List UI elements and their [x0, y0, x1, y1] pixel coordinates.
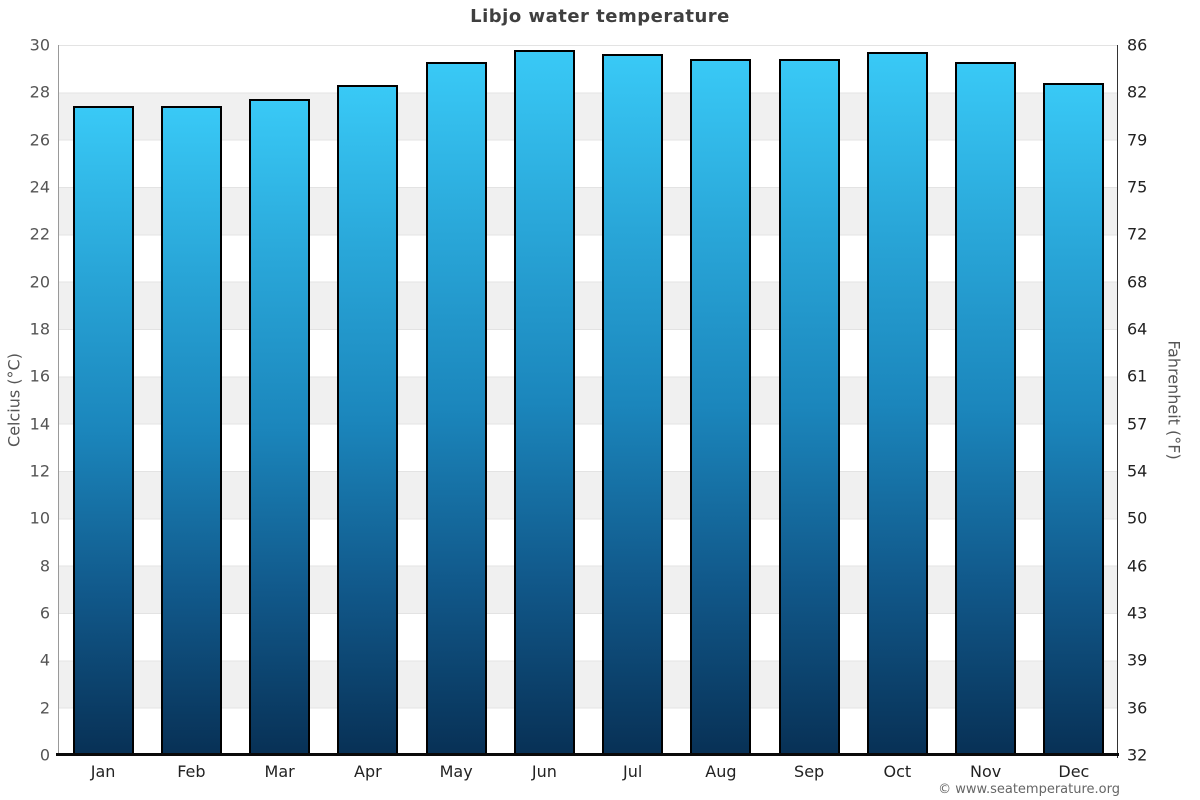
ytick-c-24: 24 — [29, 177, 50, 197]
y-axis-line-left — [58, 45, 59, 755]
ytick-f-75: 75 — [1127, 177, 1148, 197]
bar-oct — [866, 52, 928, 753]
bar-jan — [72, 106, 134, 753]
ytick-f-54: 54 — [1127, 461, 1148, 481]
y-axis-title-celsius: Celcius (°C) — [4, 353, 24, 447]
ytick-c-28: 28 — [29, 82, 50, 102]
ytick-c-18: 18 — [29, 319, 50, 339]
month-label-jul: Jul — [622, 762, 643, 781]
ytick-c-2: 2 — [39, 698, 50, 718]
bar-slot-apr — [324, 45, 412, 753]
ytick-f-68: 68 — [1127, 272, 1148, 292]
x-axis-month-labels: Jan Feb Mar Apr May Jun Jul Aug Sep Oct Nov Dec — [59, 759, 1118, 785]
bar-may — [425, 61, 487, 753]
month-label-jun: Jun — [531, 762, 557, 781]
bar-aug — [690, 59, 752, 753]
ytick-f-79: 79 — [1127, 130, 1148, 150]
ytick-c-22: 22 — [29, 224, 50, 244]
month-label-jan: Jan — [90, 762, 116, 781]
ytick-f-32: 32 — [1127, 745, 1148, 765]
bar-slot-nov — [942, 45, 1030, 753]
bar-jul — [602, 54, 664, 753]
ytick-c-10: 10 — [29, 508, 50, 528]
ytick-c-4: 4 — [39, 650, 50, 670]
ytick-f-72: 72 — [1127, 224, 1148, 244]
month-label-dec: Dec — [1058, 762, 1090, 781]
chart-title: Libjo water temperature — [470, 6, 730, 27]
ytick-c-26: 26 — [29, 130, 50, 150]
month-label-mar: Mar — [264, 762, 295, 781]
bar-mar — [249, 99, 311, 753]
bar-slot-oct — [853, 45, 941, 753]
ytick-c-16: 16 — [29, 366, 50, 386]
y-axis-ticks-celsius: 30 28 26 24 22 20 18 16 14 12 10 8 6 4 2 0 — [0, 36, 50, 765]
bar-apr — [337, 85, 399, 753]
ytick-c-8: 8 — [39, 556, 50, 576]
month-label-aug: Aug — [705, 762, 737, 781]
ytick-f-39: 39 — [1127, 650, 1148, 670]
bar-slot-feb — [147, 45, 235, 753]
bar-slot-dec — [1030, 45, 1118, 753]
bar-slot-mar — [236, 45, 324, 753]
ytick-c-0: 0 — [39, 745, 50, 765]
ytick-f-82: 82 — [1127, 82, 1148, 102]
ytick-f-61: 61 — [1127, 366, 1148, 386]
ytick-f-43: 43 — [1127, 603, 1148, 623]
month-label-sep: Sep — [794, 762, 825, 781]
bar-slot-jan — [59, 45, 147, 753]
ytick-f-50: 50 — [1127, 508, 1148, 528]
bar-jun — [513, 49, 575, 753]
month-label-nov: Nov — [970, 762, 1002, 781]
ytick-f-86: 86 — [1127, 35, 1148, 55]
month-label-feb: Feb — [177, 762, 206, 781]
ytick-c-20: 20 — [29, 272, 50, 292]
month-label-apr: Apr — [354, 762, 382, 781]
y-axis-title-fahrenheit: Fahrenheit (°F) — [1164, 340, 1184, 460]
bar-dec — [1043, 82, 1105, 753]
ytick-f-57: 57 — [1127, 414, 1148, 434]
ytick-f-46: 46 — [1127, 556, 1148, 576]
bar-nov — [955, 61, 1017, 753]
month-label-oct: Oct — [883, 762, 912, 781]
bars-layer — [59, 45, 1118, 753]
bar-sep — [778, 59, 840, 753]
month-label-may: May — [439, 762, 473, 781]
ytick-f-36: 36 — [1127, 698, 1148, 718]
bar-slot-aug — [677, 45, 765, 753]
ytick-c-12: 12 — [29, 461, 50, 481]
watermark-credit: © www.seatemperature.org — [938, 782, 1120, 797]
ytick-f-64: 64 — [1127, 319, 1148, 339]
ytick-c-6: 6 — [39, 603, 50, 623]
bar-feb — [160, 106, 222, 753]
y-axis-line-right — [1117, 45, 1118, 758]
plot-area — [59, 45, 1118, 755]
ytick-c-14: 14 — [29, 414, 50, 434]
bar-slot-jun — [500, 45, 588, 753]
x-axis-baseline — [56, 753, 1119, 756]
bar-slot-jul — [589, 45, 677, 753]
bar-slot-sep — [765, 45, 853, 753]
ytick-c-30: 30 — [29, 35, 50, 55]
y-axis-ticks-fahrenheit: 86 82 79 75 72 68 64 61 57 54 50 46 43 39 36 32 — [1127, 36, 1187, 765]
bar-slot-may — [412, 45, 500, 753]
